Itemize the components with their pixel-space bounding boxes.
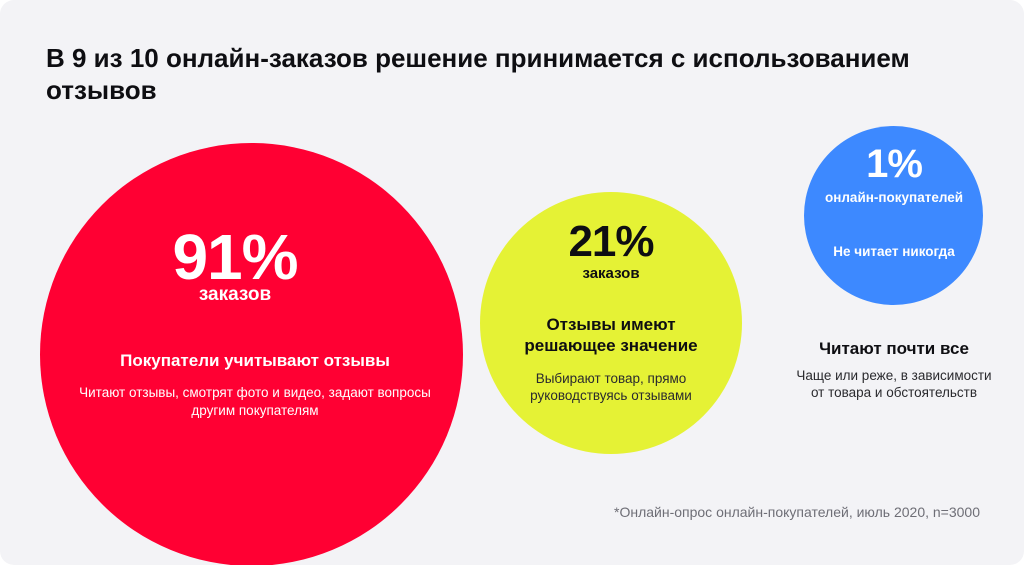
yellow-description: Выбирают товар, прямо руководствуясь отз… [530, 371, 692, 403]
red-unit-label: заказов [198, 284, 272, 305]
blue-circle [804, 126, 983, 305]
red-description: Читают отзывы, смотрят фото и видео, зад… [79, 385, 431, 418]
blue-description: Чаще или реже, в зависимости от товара и… [796, 368, 992, 400]
blue-heading: Читают почти все [819, 339, 969, 358]
yellow-unit-label: заказов [582, 265, 640, 282]
footnote: *Онлайн-опрос онлайн-покупателей, июль 2… [614, 504, 980, 520]
red-percent: 91% [172, 221, 298, 293]
yellow-circle [480, 192, 742, 454]
blue-percent: 1% [866, 142, 923, 186]
page-title: В 9 из 10 онлайн-заказов решение принима… [46, 43, 910, 105]
red-heading: Покупатели учитывают отзывы [120, 351, 390, 370]
yellow-percent: 21% [568, 217, 654, 266]
blue-unit-label: онлайн-покупателей [824, 190, 964, 205]
blue-note: Не читает никогда [833, 244, 955, 259]
yellow-heading: Отзывы имеют решающее значение [524, 315, 698, 355]
red-circle [40, 143, 463, 565]
